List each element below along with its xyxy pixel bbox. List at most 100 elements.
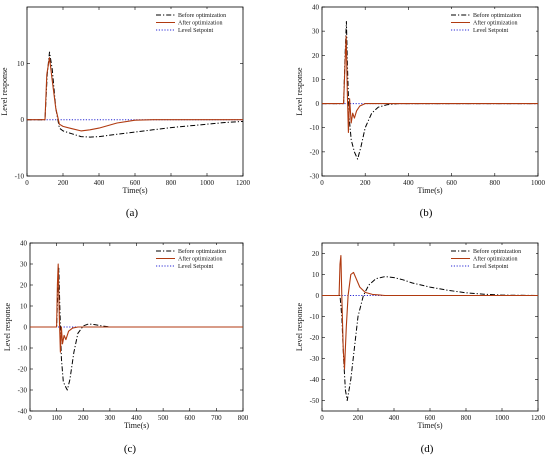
legend-entry: Before optimization bbox=[178, 248, 226, 255]
x-tick-label: 400 bbox=[131, 414, 142, 422]
series-line-before-optimization bbox=[322, 276, 539, 401]
series-line-before-optimization bbox=[322, 21, 538, 160]
x-axis-label: Time(s) bbox=[122, 186, 147, 195]
legend-entry: Level Setpoint bbox=[178, 264, 213, 270]
x-tick-label: 600 bbox=[446, 179, 457, 187]
y-tick-label: 20 bbox=[20, 282, 28, 290]
chart-panel-b: 0 200 400 600 800 1000 -30 -20 -10 0 10 20 30 40 Time(… bbox=[295, 4, 546, 220]
series-line-after-optimization bbox=[30, 263, 243, 353]
y-tick-label: 0 bbox=[316, 292, 320, 300]
legend-entry: Level Setpoint bbox=[178, 28, 213, 34]
series-line-after-optimization bbox=[322, 35, 538, 134]
plot-frame bbox=[321, 6, 539, 177]
x-tick-label: 200 bbox=[353, 414, 364, 422]
y-tick-label: -10 bbox=[310, 124, 320, 132]
chart-panel-a: 0 200 400 600 800 1000 1200-10010Time(s)Level … bbox=[0, 6, 251, 219]
panel-label: (d) bbox=[421, 443, 434, 455]
x-tick-label: 1200 bbox=[236, 179, 251, 187]
legend-entry: After optimization bbox=[473, 20, 518, 27]
x-tick-label: 800 bbox=[490, 179, 501, 187]
legend-entry: After optimization bbox=[178, 20, 223, 27]
legend-box bbox=[448, 9, 536, 33]
x-tick-label: 500 bbox=[158, 414, 169, 422]
x-tick-label: 1200 bbox=[531, 414, 546, 422]
legend-box bbox=[153, 245, 241, 269]
y-tick-label: 20 bbox=[312, 250, 320, 258]
y-tick-label: 0 bbox=[24, 324, 28, 332]
y-tick-label: -20 bbox=[310, 334, 320, 342]
x-tick-label: 200 bbox=[58, 179, 69, 187]
y-tick-label: -30 bbox=[18, 387, 28, 395]
x-tick-label: 200 bbox=[360, 179, 371, 187]
y-tick-label: -10 bbox=[18, 345, 28, 353]
x-tick-label: 600 bbox=[425, 414, 436, 422]
x-axis-label: Time(s) bbox=[124, 421, 149, 430]
legend-entry: Before optimization bbox=[473, 248, 521, 255]
chart-panel-d: 0 200 400 600 800 1000 1200 -50 -40 -30 -20 -10 0 10 2… bbox=[295, 242, 546, 455]
y-tick-label: -40 bbox=[310, 376, 320, 384]
chart-panel-c: 0 100 200 300 400 500 600 700 800 -40 -30 -20 -10 0 10… bbox=[3, 240, 249, 456]
x-tick-label: 800 bbox=[238, 414, 249, 422]
y-tick-label: 10 bbox=[20, 303, 28, 311]
y-tick-label: 0 bbox=[316, 100, 320, 108]
legend-entry: After optimization bbox=[473, 256, 518, 263]
y-tick-label: -50 bbox=[310, 397, 320, 405]
x-tick-label: 400 bbox=[389, 414, 400, 422]
x-tick-label: 600 bbox=[130, 179, 141, 187]
y-tick-label: -30 bbox=[310, 173, 320, 181]
y-tick-label: 10 bbox=[312, 76, 320, 84]
x-tick-label: 1000 bbox=[495, 414, 510, 422]
series-line-before-optimization bbox=[27, 51, 244, 138]
plot-frame bbox=[321, 242, 539, 412]
y-axis-label: Level response bbox=[295, 67, 304, 116]
legend-entry: Level Setpoint bbox=[473, 28, 508, 34]
y-tick-label: 20 bbox=[312, 52, 320, 60]
y-tick-label: 10 bbox=[17, 60, 25, 68]
x-tick-label: 0 bbox=[25, 179, 29, 187]
legend-box bbox=[153, 9, 241, 33]
y-tick-label: -40 bbox=[18, 408, 28, 416]
x-tick-label: 200 bbox=[78, 414, 89, 422]
y-tick-label: -10 bbox=[310, 313, 320, 321]
x-tick-label: 800 bbox=[166, 179, 177, 187]
y-tick-label: 40 bbox=[20, 240, 28, 248]
legend-entry: After optimization bbox=[178, 256, 223, 263]
x-axis-label: Time(s) bbox=[417, 421, 442, 430]
y-tick-label: 30 bbox=[20, 261, 28, 269]
y-tick-label: 10 bbox=[312, 271, 320, 279]
x-tick-label: 0 bbox=[28, 414, 32, 422]
y-tick-label: -30 bbox=[310, 355, 320, 363]
y-axis-label: Level response bbox=[295, 302, 304, 351]
x-tick-label: 1000 bbox=[200, 179, 215, 187]
y-tick-label: -10 bbox=[15, 173, 25, 181]
x-tick-label: 1000 bbox=[531, 179, 546, 187]
x-tick-label: 100 bbox=[51, 414, 62, 422]
panel-label: (b) bbox=[420, 207, 433, 219]
x-tick-label: 300 bbox=[105, 414, 116, 422]
y-tick-label: 0 bbox=[21, 116, 25, 124]
y-tick-label: -20 bbox=[310, 148, 320, 156]
y-axis-label: Level response bbox=[3, 302, 12, 351]
x-tick-label: 400 bbox=[403, 179, 414, 187]
series-line-after-optimization bbox=[27, 57, 243, 132]
x-tick-label: 800 bbox=[461, 414, 472, 422]
plot-frame bbox=[26, 6, 244, 177]
y-axis-label: Level response bbox=[0, 67, 9, 116]
panel-label: (c) bbox=[124, 443, 137, 455]
x-tick-label: 700 bbox=[211, 414, 222, 422]
y-tick-label: 40 bbox=[312, 4, 320, 12]
legend-entry: Before optimization bbox=[473, 12, 521, 19]
panel-label: (a) bbox=[126, 207, 139, 219]
x-tick-label: 0 bbox=[320, 414, 324, 422]
y-tick-label: 30 bbox=[312, 28, 320, 36]
x-tick-label: 400 bbox=[94, 179, 105, 187]
y-tick-label: -20 bbox=[18, 366, 28, 374]
legend-entry: Before optimization bbox=[178, 12, 226, 19]
legend-entry: Level Setpoint bbox=[473, 264, 508, 270]
x-axis-label: Time(s) bbox=[417, 186, 442, 195]
legend-box bbox=[448, 245, 536, 269]
